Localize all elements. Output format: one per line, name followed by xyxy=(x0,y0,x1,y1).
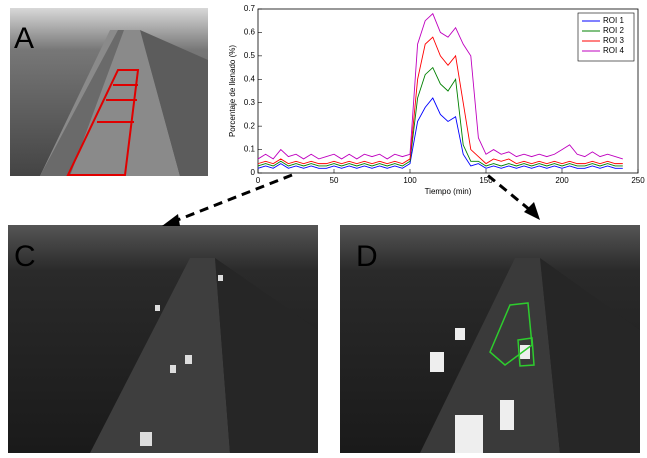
photo-c xyxy=(8,225,318,453)
legend-label: ROI 3 xyxy=(603,36,624,45)
y-tick-label: 0 xyxy=(251,168,256,177)
y-tick-label: 0.1 xyxy=(244,145,256,154)
series-line xyxy=(257,66,623,167)
panel-label: C xyxy=(14,240,36,273)
series-line xyxy=(257,97,623,169)
legend-label: ROI 1 xyxy=(603,16,624,25)
y-axis-label: Porcentaje de llenado (%) xyxy=(228,45,237,137)
x-axis-label: Tiempo (min) xyxy=(425,187,472,196)
chart: 0 0.1 0.2 0.3 0.4 0.5 0.6 0.7 0 50 100 150 200 250 Tie… xyxy=(228,4,645,196)
y-tick-label: 0.6 xyxy=(244,28,256,37)
y-tick-label: 0.7 xyxy=(244,4,256,13)
x-tick-label: 150 xyxy=(479,176,493,185)
panel-label: D xyxy=(356,240,378,273)
y-tick-label: 0.4 xyxy=(244,74,256,83)
x-tick-label: 50 xyxy=(330,176,339,185)
legend-label: ROI 2 xyxy=(603,26,624,35)
x-tick-label: 100 xyxy=(403,176,417,185)
x-tick-label: 0 xyxy=(256,176,261,185)
x-tick-label: 200 xyxy=(555,176,569,185)
y-tick-label: 0.3 xyxy=(244,98,256,107)
x-tick-label: 250 xyxy=(631,176,645,185)
arrow-head xyxy=(524,202,540,220)
photo-a xyxy=(10,8,208,176)
arrow-head xyxy=(162,214,180,226)
series-line xyxy=(257,36,623,165)
y-tick-label: 0.5 xyxy=(244,51,256,60)
panel-label: A xyxy=(14,22,34,55)
photo-d xyxy=(340,225,640,453)
legend-label: ROI 4 xyxy=(603,46,624,55)
series-line xyxy=(257,12,623,160)
y-tick-label: 0.2 xyxy=(244,121,256,130)
